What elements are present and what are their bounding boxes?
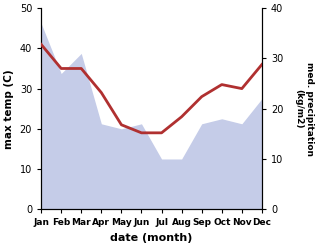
- Y-axis label: med. precipitation
(kg/m2): med. precipitation (kg/m2): [294, 62, 314, 156]
- X-axis label: date (month): date (month): [110, 233, 193, 243]
- Y-axis label: max temp (C): max temp (C): [4, 69, 14, 148]
